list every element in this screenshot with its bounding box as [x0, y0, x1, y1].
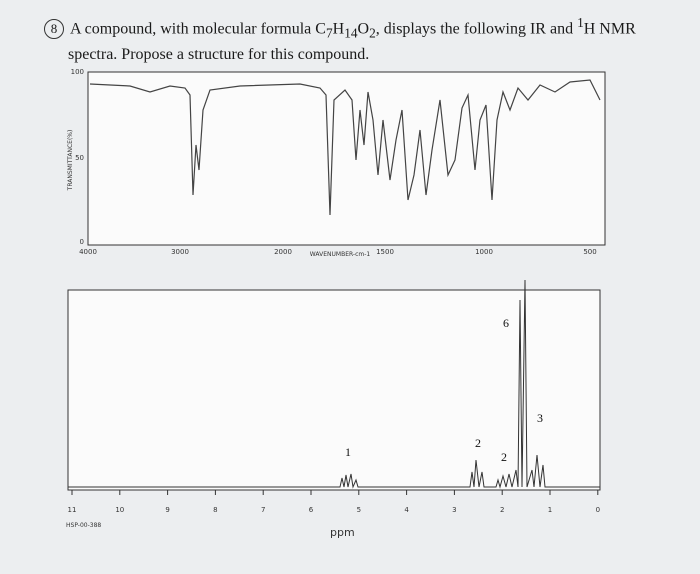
ir-x-tick: 3000 — [171, 248, 189, 256]
question-text: H NMR — [583, 20, 636, 38]
nmr-x-tick: 11 — [68, 506, 77, 514]
question-text: , displays the following IR and — [375, 20, 578, 38]
ir-x-tick: 4000 — [79, 248, 97, 256]
question-text: A compound, with molecular formula — [70, 20, 316, 38]
ir-y-tick: 50 — [75, 154, 84, 162]
formula: 14 — [344, 25, 358, 41]
ir-x-tick: 500 — [583, 248, 596, 256]
ir-frame — [87, 71, 606, 246]
formula: 7 — [325, 25, 333, 41]
nmr-x-tick: 0 — [596, 506, 600, 514]
nmr-x-tick: 7 — [261, 506, 265, 514]
integration: 6 — [503, 316, 509, 330]
nmr-x-tick: 6 — [309, 506, 314, 514]
integration: 2 — [501, 450, 507, 464]
ir-y-label: TRANSMITTANCE(%) — [67, 130, 74, 192]
question-text: spectra. Propose a structure for this co… — [68, 45, 370, 63]
nmr-x-tick: 2 — [500, 506, 504, 514]
nmr-x-label: ppm — [330, 526, 355, 539]
formula: H — [332, 20, 345, 38]
integration: 2 — [475, 436, 481, 450]
ir-x-tick: 1500 — [376, 248, 394, 256]
ir-x-tick: 1000 — [475, 248, 493, 256]
formula: C — [315, 20, 326, 38]
nmr-x-tick: 4 — [404, 506, 409, 514]
nmr-curve — [68, 279, 600, 489]
nmr-x-tick: 1 — [548, 506, 552, 514]
nmr-x-tick: 5 — [357, 506, 361, 514]
nmr-x-tick: 3 — [452, 506, 456, 514]
formula: O — [357, 20, 370, 38]
ir-curve — [89, 79, 601, 216]
question-number: 8 — [44, 19, 64, 40]
integration: 1 — [345, 445, 351, 459]
nmr-x-tick: 9 — [165, 506, 169, 514]
formula: 2 — [369, 25, 376, 41]
ir-x-tick: 2000 — [274, 248, 292, 256]
ir-y-tick: 0 — [80, 238, 84, 246]
question-text: 1 — [577, 15, 584, 30]
integration: 3 — [537, 411, 543, 425]
nmr-x-tick: 8 — [213, 506, 217, 514]
nmr-x-tick: 10 — [115, 506, 124, 514]
ir-y-tick: 100 — [71, 68, 84, 76]
nmr-code: HSP-00-388 — [66, 522, 101, 529]
ir-x-label: WAVENUMBER-cm-1 — [310, 251, 371, 258]
nmr-frame — [67, 289, 601, 491]
